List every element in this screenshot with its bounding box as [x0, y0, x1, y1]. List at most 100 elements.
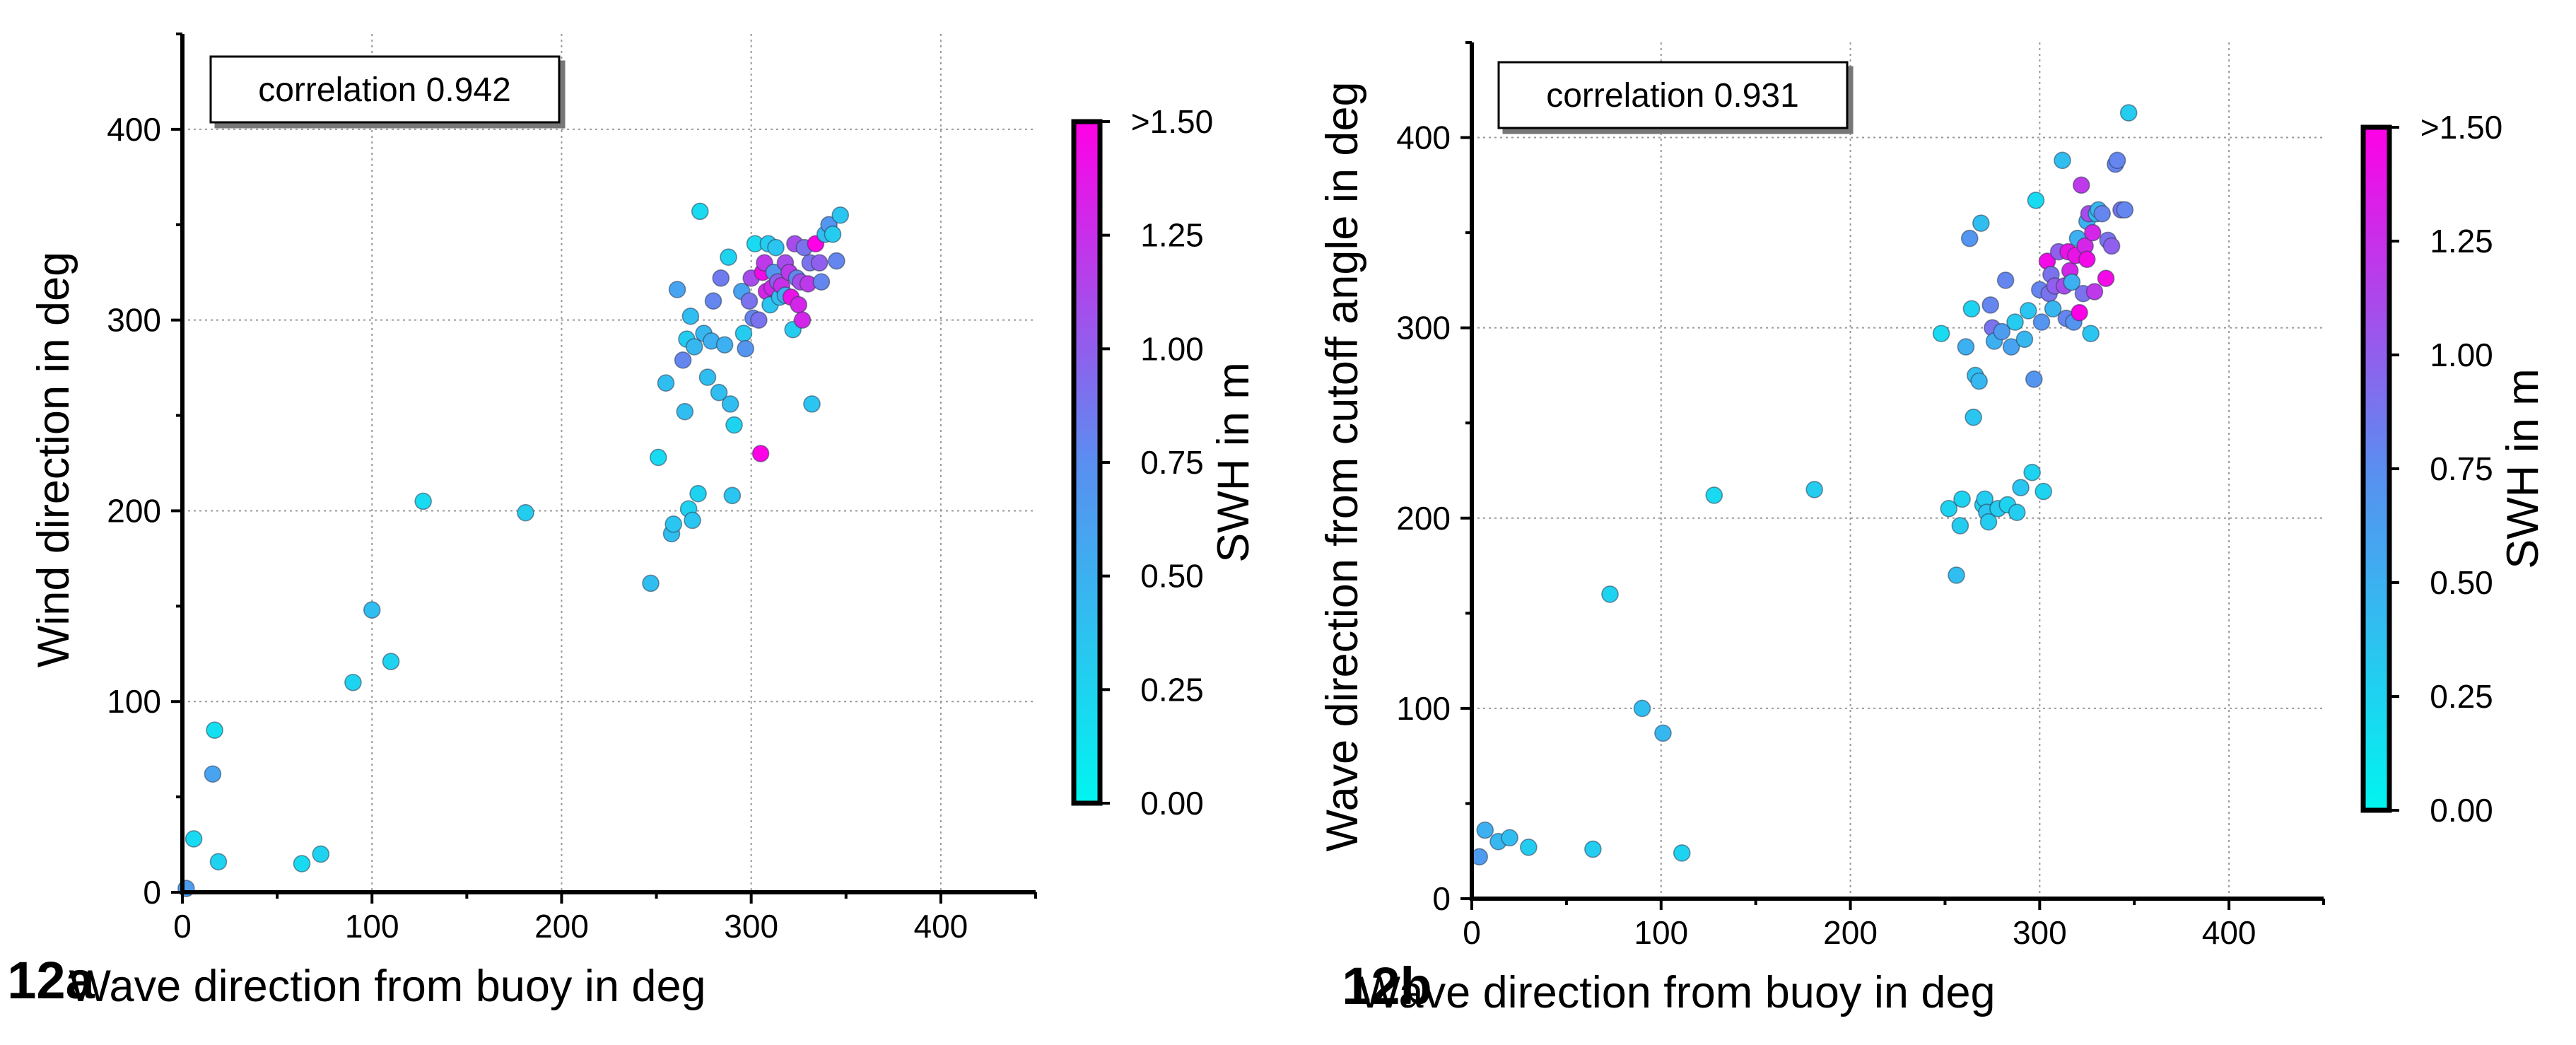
- correlation-text: correlation 0.931: [1546, 77, 1799, 115]
- scatter-point: [2019, 302, 2037, 320]
- scatter-point: [1972, 214, 1990, 232]
- x-ticks: 0 100 200 300 400: [173, 892, 1037, 945]
- y-tick-label: 300: [1396, 310, 1451, 346]
- scatter-point: [2082, 325, 2100, 343]
- scatter-point: [793, 311, 812, 329]
- scatter-point: [828, 252, 845, 270]
- grid: [1472, 42, 2324, 899]
- colorbar-tick-label: 0.00: [1140, 785, 1204, 822]
- scatter-point: [363, 601, 381, 619]
- colorbar-ticks: 0.00 0.25 0.50 0.75 1.00 1.25 >1.50: [1100, 103, 1213, 822]
- scatter-point: [2027, 192, 2045, 209]
- scatter-point: [414, 492, 432, 510]
- scatter-point: [649, 448, 667, 467]
- scatter-point: [2071, 303, 2088, 322]
- scatter-point: [1501, 829, 1518, 847]
- colorbar-tick-label: 1.25: [1140, 217, 1204, 254]
- x-axis-title: Wave direction from buoy in deg: [69, 962, 706, 1011]
- scatter-point: [2108, 151, 2126, 170]
- scatter-point: [1476, 821, 1494, 839]
- y-tick-label: 300: [107, 302, 161, 339]
- scatter-point: [1960, 229, 1979, 247]
- scatter-point: [517, 503, 534, 522]
- scatter-point: [1673, 844, 1691, 862]
- scatter-point: [2093, 204, 2111, 223]
- colorbar-tick-label: >1.50: [2420, 109, 2502, 146]
- scatter-point: [2035, 482, 2052, 501]
- axes: 0 100 200 300 400 0 100 200 300 400: [1396, 41, 2325, 951]
- scatter-point: [734, 325, 753, 342]
- scatter-point: [751, 445, 770, 462]
- scatter-point: [668, 281, 686, 298]
- x-ticks: 0 100 200 300 400: [1463, 899, 2325, 951]
- scatter-point: [657, 374, 675, 392]
- colorbar-label: SWH in m: [2498, 368, 2548, 569]
- scatter-point: [2012, 479, 2030, 497]
- scatter-point: [2015, 330, 2034, 349]
- scatter-point: [790, 296, 808, 314]
- colorbar-gradient: [2360, 124, 2392, 813]
- scatter-point: [204, 765, 222, 783]
- panel-label: 12b: [1342, 957, 1432, 1015]
- scatter-point: [2008, 503, 2026, 522]
- scatter-point: [1633, 699, 1651, 718]
- x-tick-label: 200: [1823, 914, 1878, 951]
- scatter-point: [2102, 237, 2121, 255]
- scatter-point: [676, 402, 694, 421]
- scatter-point: [1940, 500, 1958, 518]
- scatter-point: [2063, 273, 2081, 291]
- scatter-point: [1965, 408, 1982, 426]
- scatter-point: [185, 830, 203, 848]
- x-tick-label: 0: [1463, 914, 1481, 951]
- correlation-text: correlation 0.942: [258, 71, 511, 109]
- x-tick-label: 300: [724, 908, 778, 945]
- x-tick-label: 0: [173, 908, 192, 945]
- scatter-point: [1970, 372, 1988, 390]
- x-tick-label: 300: [2013, 914, 2067, 951]
- colorbar-tick-label: 0.75: [1140, 444, 1204, 481]
- scatter-point: [715, 336, 734, 354]
- scatter-point: [812, 273, 831, 291]
- scatter-point: [2032, 313, 2051, 331]
- scatter-point: [1957, 338, 1975, 356]
- scatter-point: [312, 845, 330, 863]
- scatter-point: [2084, 223, 2102, 242]
- scatter-point: [1584, 840, 1602, 858]
- scatter-point: [642, 574, 660, 592]
- scatter-point: [1962, 300, 1981, 318]
- scatter-point: [1601, 585, 1619, 603]
- y-tick-label: 400: [1396, 119, 1451, 156]
- scatter-point: [2072, 176, 2090, 194]
- correlation-box: correlation 0.942: [209, 55, 561, 124]
- scatter-point: [2006, 313, 2024, 331]
- scatter-point: [1953, 490, 1971, 508]
- scatter-point: [2044, 300, 2062, 318]
- scatter-point: [2119, 104, 2138, 122]
- x-axis-title: Wave direction from buoy in deg: [1358, 968, 1995, 1017]
- scatter-point: [721, 395, 739, 413]
- y-tick-label: 0: [1432, 880, 1451, 917]
- scatter-point: [674, 351, 692, 369]
- scatter-point: [685, 338, 703, 356]
- scatter-point: [2116, 201, 2134, 219]
- scatter-point: [1948, 566, 1965, 584]
- x-tick-label: 400: [2202, 914, 2256, 951]
- scatter-point: [382, 653, 400, 670]
- scatter-point: [684, 511, 701, 530]
- y-tick-label: 200: [1396, 500, 1451, 537]
- axes: 0 100 200 300 400 0 100 200 300 400: [107, 33, 1037, 945]
- scatter-point: [2054, 151, 2071, 170]
- colorbar-tick-label: 0.00: [2430, 792, 2493, 829]
- y-axis-title: Wave direction from cutoff angle in deg: [1318, 81, 1367, 851]
- y-tick-label: 200: [107, 492, 161, 529]
- scatter-panel-12a: 0 100 200 300 400 0 100 200 300 400 correlation …: [7, 33, 1037, 1011]
- scatter-point: [1654, 724, 1672, 742]
- scatter-points: [177, 202, 850, 897]
- colorbar-label: SWH in m: [1209, 362, 1258, 563]
- colorbar-tick-label: 0.25: [2430, 678, 2493, 715]
- scatter-panel-12b: 0 100 200 300 400 0 100 200 300 400 correlation …: [1318, 41, 2325, 1017]
- x-tick-label: 100: [1634, 914, 1688, 951]
- scatter-point: [2085, 283, 2104, 300]
- scatter-point: [691, 202, 709, 221]
